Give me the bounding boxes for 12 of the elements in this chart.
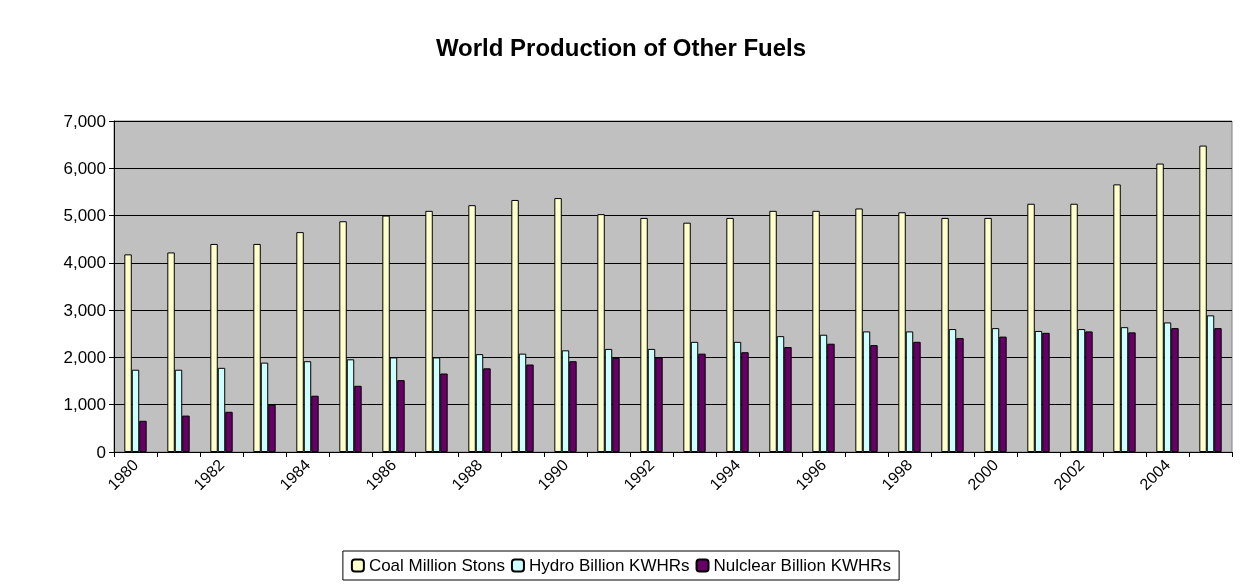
y-tick-label: 0 xyxy=(96,442,106,462)
y-tick-label: 4,000 xyxy=(63,253,106,273)
y-tick-label: 6,000 xyxy=(63,158,106,178)
legend-label: Hydro Billion KWHRs xyxy=(528,556,690,575)
y-tick-label: 3,000 xyxy=(63,300,106,320)
y-tick-label: 2,000 xyxy=(63,347,106,367)
y-tick-label: 1,000 xyxy=(63,395,106,415)
y-tick-label: 7,000 xyxy=(63,111,106,131)
y-tick-label: 5,000 xyxy=(63,206,106,226)
legend-label: Nulclear Billion KWHRs xyxy=(713,556,892,575)
legend-label: Coal Million Stons xyxy=(368,556,505,575)
chart-title: World Production of Other Fuels xyxy=(435,33,807,61)
